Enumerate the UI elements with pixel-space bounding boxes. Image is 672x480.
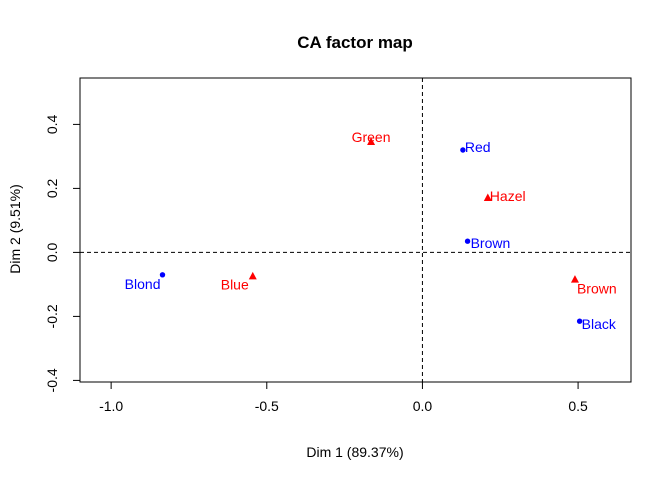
data-point-brown bbox=[570, 275, 579, 283]
data-point-brown bbox=[464, 238, 471, 244]
data-point-blond bbox=[159, 272, 166, 278]
y-tick-label: -0.4 bbox=[44, 368, 60, 392]
data-label-hazel: Hazel bbox=[490, 188, 526, 204]
x-tick-label: -1.0 bbox=[99, 398, 123, 414]
data-point-black bbox=[576, 318, 583, 324]
y-tick-label: 0.4 bbox=[44, 114, 60, 134]
data-label-brown: Brown bbox=[471, 235, 511, 251]
chart-title: CA factor map bbox=[297, 33, 413, 52]
plot-frame bbox=[79, 77, 632, 383]
data-point-hazel bbox=[483, 193, 492, 201]
data-label-blue: Blue bbox=[221, 276, 249, 292]
x-tick-label: 0.5 bbox=[568, 398, 588, 414]
data-point-blue bbox=[248, 271, 257, 280]
data-label-green: Green bbox=[352, 129, 391, 145]
y-tick-label: -0.2 bbox=[44, 304, 60, 328]
data-label-blond: Blond bbox=[125, 276, 161, 292]
data-label-brown: Brown bbox=[577, 281, 617, 297]
y-tick-label: 0.2 bbox=[44, 178, 60, 198]
x-tick-label: -0.5 bbox=[255, 398, 279, 414]
x-axis-label: Dim 1 (89.37%) bbox=[306, 444, 403, 460]
data-point-green bbox=[367, 137, 376, 145]
y-axis-label: Dim 2 (9.51%) bbox=[7, 184, 23, 273]
x-tick-label: 0.0 bbox=[413, 398, 433, 414]
data-point-red bbox=[460, 147, 466, 153]
plot-layer: -1.0 -0.5 0.0 0.5 -0.4 -0.2 0.0 0.2 0.4 Red Brown B… bbox=[44, 77, 632, 414]
y-tick-label: 0.0 bbox=[44, 242, 60, 262]
data-label-black: Black bbox=[582, 316, 617, 332]
data-label-red: Red bbox=[465, 139, 491, 155]
